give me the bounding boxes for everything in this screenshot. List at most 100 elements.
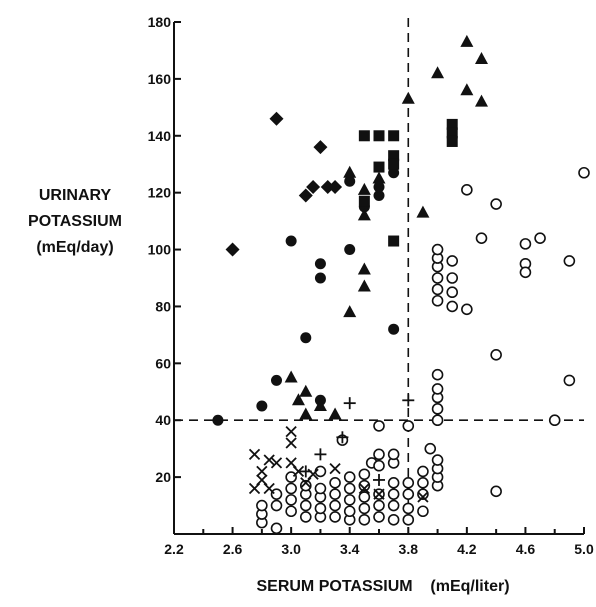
filled-circle-point bbox=[388, 323, 400, 335]
x-axis-label: SERUM POTASSIUM (mEq/liter) bbox=[256, 578, 510, 595]
square-point bbox=[388, 150, 400, 162]
open-circle-point bbox=[270, 499, 283, 512]
open-circle-point bbox=[256, 499, 268, 512]
plus-point bbox=[314, 448, 327, 461]
open-circle-point bbox=[446, 255, 459, 267]
square-point bbox=[446, 118, 458, 130]
x-tick-label: 3.8 bbox=[399, 541, 419, 557]
open-circle-point bbox=[358, 491, 371, 503]
plus-point bbox=[336, 431, 349, 444]
triangle-point bbox=[475, 94, 488, 107]
cross-point bbox=[373, 488, 385, 500]
open-circle-point bbox=[431, 454, 444, 466]
triangle-point bbox=[416, 205, 430, 218]
open-circle-point bbox=[358, 468, 371, 481]
open-circle-point bbox=[285, 505, 297, 518]
filled-circle-point bbox=[271, 374, 282, 386]
triangle-point bbox=[299, 407, 313, 420]
diamond-point bbox=[328, 179, 343, 194]
filled-circle-point bbox=[314, 272, 326, 284]
open-circle-point bbox=[446, 286, 459, 299]
open-circle-point bbox=[329, 476, 341, 489]
open-circle-point bbox=[446, 272, 459, 284]
open-circle-point bbox=[387, 499, 400, 512]
open-circle-point bbox=[299, 499, 312, 512]
square-point bbox=[388, 158, 400, 170]
open-circle-point bbox=[431, 272, 444, 284]
triangle-point bbox=[460, 34, 474, 47]
x-tick-label: 3.4 bbox=[340, 541, 360, 557]
open-circle-point bbox=[343, 482, 356, 495]
plus-point bbox=[343, 397, 356, 410]
triangle-point bbox=[460, 83, 474, 96]
open-circle-point bbox=[402, 502, 415, 515]
y-axis-label-line-2: POTASSIUM bbox=[28, 213, 122, 230]
filled-circle-point bbox=[212, 414, 224, 426]
open-circle-point bbox=[329, 488, 341, 500]
triangle-point bbox=[431, 66, 445, 79]
y-tick-label: 100 bbox=[148, 242, 172, 258]
cross-point bbox=[292, 465, 305, 478]
square-point bbox=[373, 130, 385, 142]
open-circle-point bbox=[285, 482, 297, 495]
chart-ticks: 20 40 60 80 100 120 140 160 180 2.2 2.6 3.0 3.4 3.8 4.… bbox=[148, 14, 594, 557]
y-tick-label: 140 bbox=[148, 128, 172, 144]
open-circle-point bbox=[431, 414, 444, 427]
data-points bbox=[212, 34, 590, 535]
triangle-point bbox=[299, 384, 313, 397]
filled-circle-point bbox=[314, 258, 326, 270]
square-point bbox=[358, 195, 370, 207]
open-circle-point bbox=[373, 499, 385, 512]
open-circle-point bbox=[270, 522, 283, 535]
open-circle-point bbox=[329, 511, 341, 523]
reference-lines bbox=[174, 18, 584, 534]
open-circle-point bbox=[285, 494, 297, 506]
triangle-point bbox=[291, 393, 305, 406]
open-circle-point bbox=[373, 448, 385, 461]
open-circle-point bbox=[490, 198, 502, 210]
triangle-point bbox=[284, 370, 298, 383]
filled-circle-point bbox=[256, 400, 268, 412]
triangle-point bbox=[401, 91, 415, 104]
filled-circle-point bbox=[373, 190, 385, 202]
open-circle-point bbox=[314, 502, 327, 515]
y-tick-label: 20 bbox=[155, 469, 171, 485]
y-tick-label: 40 bbox=[155, 412, 171, 428]
filled-circle-point bbox=[344, 244, 356, 256]
triangle-point bbox=[343, 305, 357, 318]
triangle-point bbox=[357, 279, 371, 292]
open-circle-point bbox=[358, 479, 371, 492]
triangle-point bbox=[313, 399, 327, 411]
triangle-point bbox=[357, 182, 371, 195]
open-circle-point bbox=[417, 505, 429, 518]
y-axis-label: URINARY POTASSIUM (mEq/day) bbox=[0, 183, 150, 261]
open-circle-point bbox=[548, 414, 561, 427]
filled-circle-point bbox=[285, 235, 297, 247]
open-circle-point bbox=[490, 485, 502, 498]
x-tick-label: 2.2 bbox=[164, 541, 184, 557]
open-circle-point bbox=[329, 499, 341, 512]
plus-point bbox=[299, 465, 312, 478]
open-circle-point bbox=[431, 283, 444, 296]
x-tick-label: 4.6 bbox=[516, 541, 536, 557]
cross-point bbox=[270, 457, 283, 469]
filled-circle-point bbox=[300, 332, 312, 344]
diamond-point bbox=[225, 242, 240, 257]
square-point bbox=[388, 130, 400, 142]
cross-point bbox=[329, 462, 341, 475]
open-circle-point bbox=[402, 420, 415, 432]
open-circle-point bbox=[299, 511, 312, 523]
triangle-point bbox=[357, 208, 371, 221]
cross-point bbox=[256, 465, 268, 478]
open-circle-point bbox=[314, 482, 327, 495]
cross-point bbox=[248, 448, 261, 460]
triangle-point bbox=[357, 262, 371, 275]
open-circle-point bbox=[387, 448, 400, 461]
y-axis-label-line-1: URINARY bbox=[38, 187, 112, 204]
open-circle-point bbox=[358, 513, 371, 526]
open-circle-point bbox=[373, 511, 385, 523]
y-tick-label: 180 bbox=[148, 14, 172, 30]
open-circle-point bbox=[563, 374, 576, 387]
open-circle-point bbox=[343, 471, 356, 483]
filled-circle-point bbox=[373, 181, 385, 193]
